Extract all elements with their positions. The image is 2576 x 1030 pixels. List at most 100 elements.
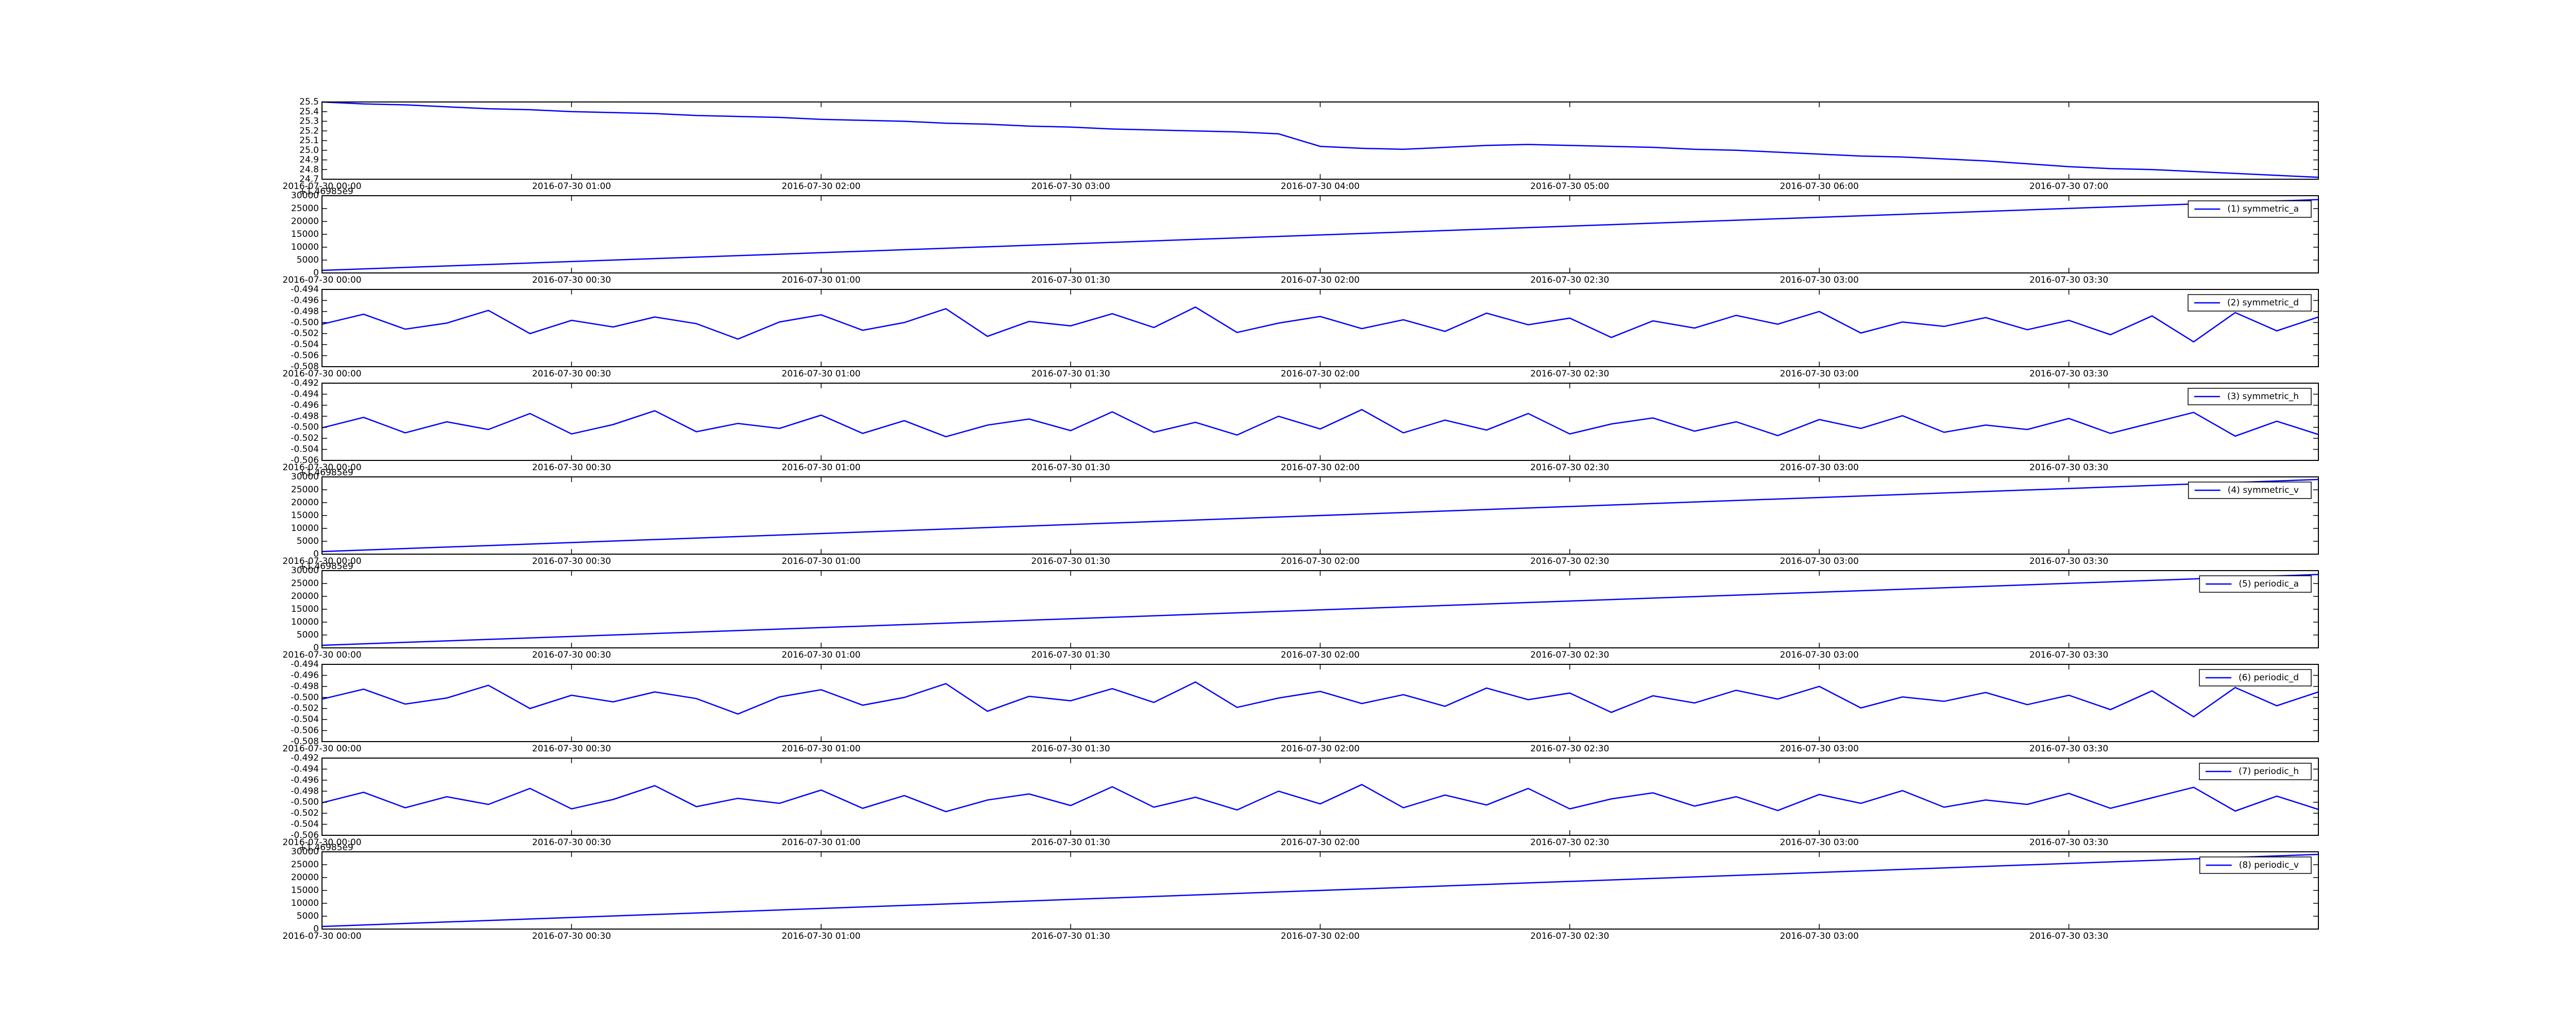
y-tick-label: 0 <box>313 549 319 559</box>
x-tick-label: 2016-07-30 01:30 <box>1031 744 1110 754</box>
legend-label: (1) symmetric_a <box>2227 204 2299 214</box>
y-tick-label: 5000 <box>297 911 319 921</box>
panel: 0 5000 10000 15000 20000 25000 30000 2016-07-30… <box>282 186 2319 285</box>
x-tick-label: 2016-07-30 03:00 <box>1031 181 1110 192</box>
legend: (6) periodic_d <box>2199 669 2312 686</box>
y-tick-label: -0.500 <box>291 422 319 433</box>
legend-label: (6) periodic_d <box>2239 673 2299 683</box>
x-tick-label: 2016-07-30 01:30 <box>1031 369 1110 379</box>
y-tick-label: 0 <box>313 924 319 934</box>
y-tick-label: -0.502 <box>291 329 319 339</box>
y-tick-label: 20000 <box>291 591 319 602</box>
x-tick-label: 2016-07-30 03:30 <box>2029 744 2108 754</box>
x-tick-label: 2016-07-30 00:30 <box>532 744 611 754</box>
y-tick-label: 0 <box>313 643 319 653</box>
x-tick-label: 2016-07-30 01:00 <box>782 369 860 379</box>
x-tick-label: 2016-07-30 01:30 <box>1031 931 1110 941</box>
y-offset-label: +1.46985e9 <box>299 468 353 478</box>
y-tick-label: 5000 <box>297 630 319 640</box>
y-tick-label: -0.506 <box>291 351 319 361</box>
x-tick-label: 2016-07-30 02:30 <box>1530 837 1609 848</box>
data-line <box>321 306 2319 343</box>
x-tick-label: 2016-07-30 00:00 <box>282 650 361 660</box>
legend-label: (5) periodic_a <box>2239 579 2299 589</box>
y-tick-label: -0.502 <box>291 808 319 818</box>
x-tick-label: 2016-07-30 00:00 <box>282 275 361 285</box>
y-tick-label: 10000 <box>291 242 319 252</box>
legend: (4) symmetric_v <box>2188 482 2312 499</box>
x-tick-label: 2016-07-30 03:30 <box>2029 556 2108 566</box>
panel: 0 5000 10000 15000 20000 25000 30000 2016-07-30… <box>282 843 2319 941</box>
x-tick-label: 2016-07-30 00:00 <box>282 462 361 473</box>
y-tick-label: 0 <box>313 268 319 278</box>
x-tick-label: 2016-07-30 03:30 <box>2029 931 2108 941</box>
x-tick-label: 2016-07-30 00:00 <box>282 556 361 566</box>
panel: 24.724.824.925.025.125.225.325.425.5 2016… <box>282 97 2319 192</box>
x-tick-label: 2016-07-30 01:30 <box>1031 462 1110 473</box>
panel: 0 5000 10000 15000 20000 25000 30000 2016-07-30… <box>282 468 2319 566</box>
x-tick-label: 2016-07-30 00:30 <box>532 650 611 660</box>
x-tick-label: 2016-07-30 03:00 <box>1780 837 1859 848</box>
x-tick-label: 2016-07-30 03:00 <box>1780 556 1859 566</box>
x-tick-label: 2016-07-30 03:30 <box>2029 837 2108 848</box>
y-tick-label: -0.504 <box>291 339 319 350</box>
x-tick-label: 2016-07-30 01:00 <box>532 181 611 192</box>
x-tick-label: 2016-07-30 00:00 <box>282 369 361 379</box>
y-tick-label: 24.9 <box>299 155 319 165</box>
legend-label: (2) symmetric_d <box>2227 298 2299 308</box>
x-tick-label: 2016-07-30 00:00 <box>282 837 361 848</box>
x-tick-label: 2016-07-30 02:00 <box>1281 931 1360 941</box>
x-tick-label: 2016-07-30 01:00 <box>782 462 860 473</box>
data-line <box>321 101 2319 178</box>
y-tick-label: 25.2 <box>299 126 319 136</box>
y-tick-label: 20000 <box>291 497 319 508</box>
y-tick-label: 25.1 <box>299 135 319 146</box>
y-tick-label: -0.504 <box>291 819 319 830</box>
y-tick-label: -0.494 <box>291 284 319 295</box>
x-tick-label: 2016-07-30 03:00 <box>1780 462 1859 473</box>
x-tick-label: 2016-07-30 01:00 <box>782 744 860 754</box>
y-tick-label: 5000 <box>297 536 319 546</box>
y-tick-label: 24.8 <box>299 164 319 175</box>
y-tick-label: 30000 <box>291 191 319 201</box>
y-tick-label: 15000 <box>291 510 319 521</box>
x-tick-label: 2016-07-30 02:00 <box>1281 837 1360 848</box>
legend: (8) periodic_v <box>2199 856 2312 874</box>
y-tick-label: -0.498 <box>291 411 319 421</box>
x-tick-label: 2016-07-30 03:30 <box>2029 650 2108 660</box>
x-tick-label: 2016-07-30 02:30 <box>1530 650 1609 660</box>
y-tick-label: -0.494 <box>291 764 319 774</box>
x-tick-label: 2016-07-30 02:30 <box>1530 462 1609 473</box>
x-tick-label: 2016-07-30 02:30 <box>1530 556 1609 566</box>
x-tick-label: 2016-07-30 01:30 <box>1031 837 1110 848</box>
data-line <box>321 681 2319 718</box>
y-tick-label: -0.496 <box>291 670 319 680</box>
y-tick-label: -0.500 <box>291 317 319 328</box>
y-tick-label: -0.506 <box>291 726 319 736</box>
data-line <box>321 574 2319 646</box>
axes-frame <box>321 664 2319 742</box>
y-tick-label: 25000 <box>291 203 319 214</box>
y-tick-label: 10000 <box>291 617 319 627</box>
panel: -0.508-0.506-0.504-0.502-0.500-0.498-0.4… <box>282 659 2319 754</box>
y-tick-label: 5000 <box>297 255 319 265</box>
x-tick-label: 2016-07-30 02:30 <box>1530 275 1609 285</box>
x-tick-label: 2016-07-30 02:00 <box>1281 275 1360 285</box>
x-tick-label: 2016-07-30 01:00 <box>782 650 860 660</box>
y-tick-label: 20000 <box>291 216 319 227</box>
x-tick-label: 2016-07-30 00:00 <box>282 181 361 192</box>
y-tick-label: 10000 <box>291 523 319 534</box>
y-tick-label: 25.4 <box>299 107 319 117</box>
x-tick-label: 2016-07-30 03:00 <box>1780 275 1859 285</box>
y-tick-label: -0.492 <box>291 753 319 763</box>
y-tick-label: -0.500 <box>291 692 319 702</box>
data-line <box>321 784 2319 813</box>
legend: (3) symmetric_h <box>2188 388 2312 405</box>
x-tick-label: 2016-07-30 07:00 <box>2029 181 2108 192</box>
x-tick-label: 2016-07-30 03:30 <box>2029 275 2108 285</box>
x-tick-label: 2016-07-30 03:30 <box>2029 462 2108 473</box>
x-tick-label: 2016-07-30 02:00 <box>1281 650 1360 660</box>
y-offset-label: +1.46985e9 <box>299 843 353 853</box>
y-tick-label: -0.496 <box>291 295 319 305</box>
